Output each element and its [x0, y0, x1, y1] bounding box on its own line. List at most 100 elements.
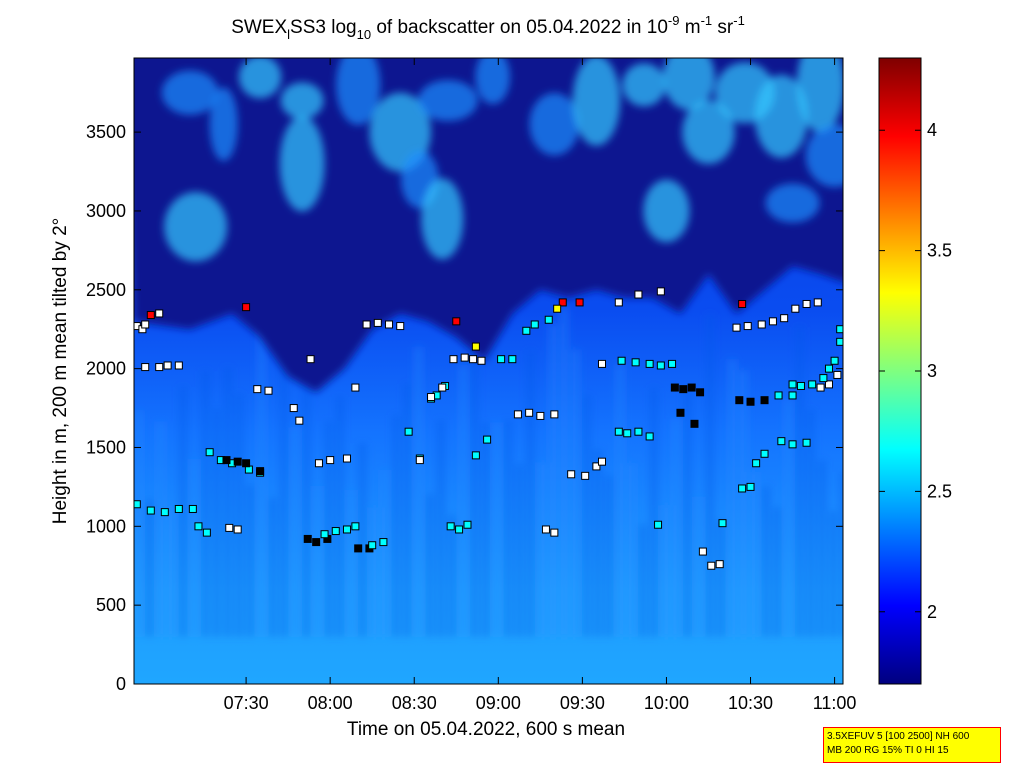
high-backscatter-patches — [161, 58, 843, 262]
detection-marker — [306, 355, 315, 364]
detection-marker — [452, 317, 461, 326]
heatmap-band — [806, 409, 815, 637]
heatmap-band — [223, 367, 233, 637]
heatmap-band — [459, 365, 468, 637]
heatmap-band — [795, 326, 804, 637]
detection-marker — [312, 538, 321, 547]
detection-marker — [581, 471, 590, 480]
detection-marker — [824, 364, 833, 373]
detection-marker — [631, 358, 640, 367]
detection-marker — [687, 383, 696, 392]
y-tick-label: 1500 — [86, 437, 126, 457]
detection-marker — [634, 427, 643, 436]
detection-marker — [788, 440, 797, 449]
detection-marker — [670, 383, 679, 392]
heatmap-band — [683, 387, 692, 637]
detection-marker — [385, 320, 394, 329]
heatmap-band — [302, 367, 311, 637]
heatmap-band — [190, 459, 199, 637]
heatmap-band — [391, 414, 401, 637]
detection-marker — [597, 457, 606, 466]
detection-marker — [205, 448, 214, 457]
backscatter-patch — [754, 74, 808, 158]
y-tick-label: 1000 — [86, 516, 126, 536]
detection-marker — [668, 359, 677, 368]
colorbar-tick-label: 3 — [927, 361, 937, 381]
detection-marker — [544, 315, 553, 324]
backscatter-patch — [622, 63, 666, 107]
detection-marker — [813, 298, 822, 307]
detection-marker — [351, 522, 360, 531]
detection-marker — [331, 527, 340, 536]
backscatter-patch — [682, 100, 735, 164]
detection-marker — [536, 411, 545, 420]
detection-marker — [645, 359, 654, 368]
detection-marker — [174, 361, 183, 370]
backscatter-patch — [209, 87, 238, 161]
detection-marker — [354, 544, 363, 553]
backscatter-patch — [418, 80, 478, 122]
backscatter-patch — [662, 58, 715, 110]
detection-marker — [314, 459, 323, 468]
detection-marker — [242, 459, 251, 468]
heatmap-band — [324, 420, 333, 637]
detection-marker — [788, 380, 797, 389]
detection-marker — [289, 404, 298, 413]
y-tick-label: 3500 — [86, 122, 126, 142]
detection-marker — [342, 525, 351, 534]
x-tick-label: 10:30 — [728, 693, 773, 713]
detection-marker — [760, 396, 769, 405]
heatmap-band — [772, 506, 782, 637]
heatmap-band — [492, 422, 502, 637]
detection-marker — [614, 427, 623, 436]
detection-marker — [396, 322, 405, 331]
backscatter-patch — [765, 183, 820, 223]
heatmap-band — [178, 386, 188, 637]
detection-marker — [463, 520, 472, 529]
detection-marker — [819, 374, 828, 383]
y-tick-label: 0 — [116, 674, 126, 694]
detection-marker — [362, 320, 371, 329]
detection-marker — [732, 323, 741, 332]
heatmap-band — [537, 462, 546, 637]
detection-marker — [830, 356, 839, 365]
detection-marker — [656, 361, 665, 370]
detection-marker — [483, 435, 492, 444]
heatmap-band — [649, 387, 659, 637]
detection-marker — [256, 467, 265, 476]
detection-marker — [614, 298, 623, 307]
detection-marker — [320, 530, 329, 539]
chart-title: SWEXlSS3 log10 of backscatter on 05.04.2… — [231, 13, 745, 42]
heatmap-texture — [134, 300, 843, 637]
detection-marker — [373, 318, 382, 327]
detection-marker — [617, 356, 626, 365]
heatmap-band — [369, 507, 378, 637]
backscatter-patch — [279, 115, 325, 212]
detection-marker — [654, 520, 663, 529]
detection-marker — [460, 353, 469, 362]
colorbar — [878, 57, 922, 685]
detection-marker — [508, 355, 517, 364]
processing-info-box: 3.5XEFUV 5 [100 2500] NH 600 MB 200 RG 1… — [823, 727, 1001, 763]
detection-marker — [597, 359, 606, 368]
detection-marker — [715, 560, 724, 569]
detection-marker — [471, 342, 480, 351]
detection-marker — [455, 525, 464, 534]
detection-marker — [746, 482, 755, 491]
backscatter-patch — [161, 70, 219, 115]
info-line-2: MB 200 RG 15% TI 0 HI 15 — [827, 745, 949, 756]
detection-marker — [768, 317, 777, 326]
detection-marker — [469, 355, 478, 364]
detection-marker — [146, 311, 155, 320]
detection-marker — [735, 396, 744, 405]
detection-marker — [690, 419, 699, 428]
y-tick-label: 2500 — [86, 280, 126, 300]
detection-marker — [530, 320, 539, 329]
detection-marker — [836, 325, 843, 334]
detection-marker — [194, 522, 203, 531]
heatmap-band — [548, 323, 558, 637]
detection-marker — [824, 380, 833, 389]
backscatter-patch — [164, 192, 228, 262]
colorbar-tick-label: 3.5 — [927, 241, 952, 261]
